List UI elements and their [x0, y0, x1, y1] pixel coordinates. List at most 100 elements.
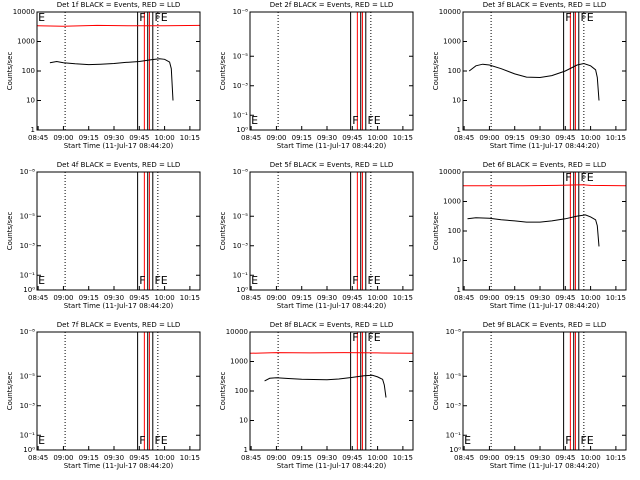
x-tick-label: 10:00: [154, 134, 174, 142]
x-tick-label: 08:45: [28, 294, 48, 302]
x-tick-label: 09:30: [530, 134, 550, 142]
x-tick-label: 09:45: [555, 134, 575, 142]
plot-frame: [462, 11, 627, 131]
y-tick-label: 10⁻⁸: [446, 328, 462, 336]
panel-title: Det 6f BLACK = Events, RED = LLD: [483, 161, 606, 169]
x-axis-title: Start Time (11-Jul-17 08:44:20): [490, 462, 600, 470]
y-tick-label: 10⁻³: [20, 242, 36, 250]
annotation: FE: [154, 11, 167, 24]
y-axis-title: Counts/sec: [432, 212, 440, 251]
plot-frame: [249, 11, 414, 131]
annotation: E: [38, 434, 45, 447]
y-tick-label: 10⁻⁵: [233, 52, 249, 60]
annotation: F: [565, 434, 571, 447]
series-line: [249, 352, 414, 354]
panel: Det 5f BLACK = Events, RED = LLD Counts/s…: [219, 161, 414, 310]
annotation: FE: [154, 434, 167, 447]
x-tick-label: 09:00: [266, 454, 286, 462]
x-tick-label: 09:45: [342, 294, 362, 302]
y-tick-label: 1000: [230, 358, 248, 366]
y-tick-label: 10⁻³: [233, 82, 249, 90]
x-tick-label: 10:15: [606, 294, 626, 302]
y-tick-label: 10⁻¹: [446, 431, 462, 439]
y-tick-label: 10: [239, 417, 248, 425]
panel: Det 2f BLACK = Events, RED = LLD Counts/s…: [219, 1, 414, 150]
y-axis-title: Counts/sec: [432, 372, 440, 411]
plot-frame: [36, 11, 201, 131]
series-line: [467, 214, 600, 247]
x-tick-label: 10:15: [606, 134, 626, 142]
panel-title: Det 7f BLACK = Events, RED = LLD: [57, 321, 180, 329]
panel-title: Det 1f BLACK = Events, RED = LLD: [57, 1, 180, 9]
x-tick-label: 10:00: [367, 294, 387, 302]
annotation: E: [38, 11, 45, 24]
x-tick-label: 09:00: [479, 134, 499, 142]
x-tick-label: 08:45: [454, 454, 474, 462]
x-tick-label: 09:30: [317, 134, 337, 142]
x-tick-label: 09:30: [530, 454, 550, 462]
x-tick-label: 10:00: [154, 454, 174, 462]
y-tick-label: 10⁻⁵: [20, 372, 36, 380]
x-tick-label: 08:45: [241, 134, 261, 142]
x-tick-label: 10:15: [393, 294, 413, 302]
x-axis-title: Start Time (11-Jul-17 08:44:20): [64, 462, 174, 470]
y-axis-title: Counts/sec: [219, 372, 227, 411]
x-tick-label: 09:45: [555, 454, 575, 462]
x-tick-label: 09:45: [342, 134, 362, 142]
y-tick-label: 1: [244, 446, 248, 454]
y-tick-label: 10⁻⁵: [233, 212, 249, 220]
y-axis-title: Counts/sec: [219, 52, 227, 91]
y-tick-label: 10: [452, 257, 461, 265]
x-tick-label: 09:00: [479, 454, 499, 462]
series-line: [49, 58, 174, 101]
y-tick-label: 10: [26, 97, 35, 105]
annotation: FE: [580, 11, 593, 24]
annotation: FE: [580, 171, 593, 184]
y-tick-label: 10⁻⁵: [446, 372, 462, 380]
panel: Det 8f BLACK = Events, RED = LLD Counts/s…: [219, 321, 414, 470]
y-tick-label: 10⁻³: [446, 402, 462, 410]
y-tick-label: 10⁻¹: [20, 271, 36, 279]
annotation: F: [352, 274, 358, 287]
x-tick-label: 10:15: [180, 294, 200, 302]
series-line: [468, 62, 600, 101]
annotation: FE: [154, 274, 167, 287]
annotation: F: [565, 11, 571, 24]
annotation: F: [352, 331, 358, 344]
y-axis-title: Counts/sec: [6, 372, 14, 411]
y-tick-label: 10⁰: [23, 446, 35, 454]
x-tick-label: 10:00: [154, 294, 174, 302]
x-axis-title: Start Time (11-Jul-17 08:44:20): [277, 302, 387, 310]
x-tick-label: 09:00: [53, 454, 73, 462]
y-tick-label: 1: [31, 126, 35, 134]
y-tick-label: 10⁻¹: [20, 431, 36, 439]
panel: Det 4f BLACK = Events, RED = LLD Counts/s…: [6, 161, 201, 310]
y-tick-label: 10⁻⁸: [20, 328, 36, 336]
x-tick-label: 09:00: [479, 294, 499, 302]
x-tick-label: 09:45: [129, 294, 149, 302]
y-tick-label: 10⁻⁸: [20, 168, 36, 176]
x-tick-label: 09:15: [505, 294, 525, 302]
y-tick-label: 1: [457, 286, 461, 294]
y-tick-label: 10⁻⁸: [233, 168, 249, 176]
y-tick-label: 100: [448, 67, 461, 75]
series-line: [463, 184, 627, 187]
y-tick-label: 10000: [13, 8, 35, 16]
x-tick-label: 09:45: [342, 454, 362, 462]
x-axis-title: Start Time (11-Jul-17 08:44:20): [64, 302, 174, 310]
x-tick-label: 10:15: [180, 454, 200, 462]
y-tick-label: 10⁻⁵: [20, 212, 36, 220]
annotation: FE: [367, 274, 380, 287]
x-tick-label: 09:30: [530, 294, 550, 302]
annotation: F: [139, 274, 145, 287]
panel: Det 7f BLACK = Events, RED = LLD Counts/s…: [6, 321, 201, 470]
x-tick-label: 09:15: [79, 454, 99, 462]
y-tick-label: 10: [452, 97, 461, 105]
y-axis-title: Counts/sec: [6, 212, 14, 251]
x-tick-label: 09:00: [53, 294, 73, 302]
x-tick-label: 10:15: [606, 454, 626, 462]
panel: Det 1f BLACK = Events, RED = LLD Counts/s…: [6, 1, 201, 150]
x-tick-label: 09:15: [505, 134, 525, 142]
y-tick-label: 100: [235, 387, 248, 395]
